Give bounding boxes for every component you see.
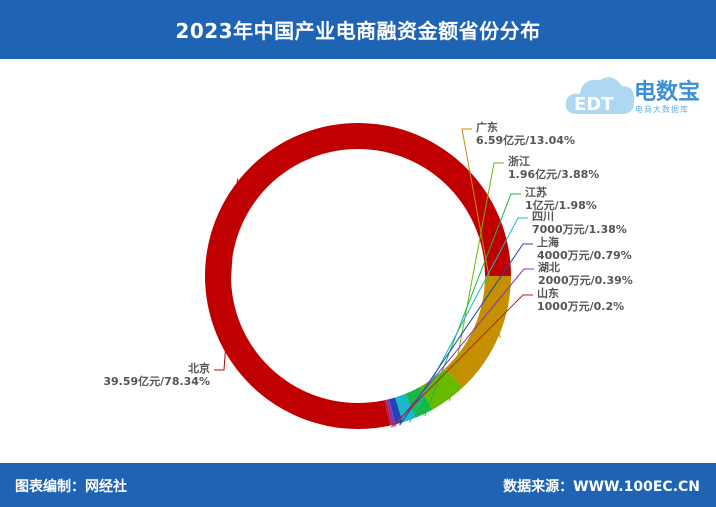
- slice-江苏: [405, 386, 433, 418]
- slice-label-value: 39.59亿元/78.34%: [103, 374, 210, 388]
- slice-label-name: 北京: [188, 361, 210, 375]
- slice-label-name: 湖北: [538, 260, 560, 274]
- leader-line-浙江: [448, 162, 504, 402]
- slice-label-value: 4000万元/0.79%: [537, 249, 632, 262]
- footer-credit: 图表编制：网经社: [15, 479, 127, 495]
- slice-label-name: 四川: [532, 210, 554, 223]
- slice-label-value: 6.59亿元/13.04%: [476, 133, 575, 147]
- leader-line-上海: [399, 243, 533, 426]
- footer: 图表编制：网经社 数据来源：WWW.100EC.CN: [0, 463, 716, 507]
- logo-cloud-icon: EDT: [565, 77, 635, 115]
- slice-label-name: 山东: [537, 286, 559, 300]
- slice-label-value: 1亿元/1.98%: [525, 198, 597, 212]
- leader-line-广东: [461, 128, 501, 338]
- slice-label-name: 浙江: [508, 154, 530, 168]
- slice-label-value: 1000万元/0.2%: [537, 300, 624, 313]
- slice-label-name: 江苏: [525, 185, 547, 199]
- slice-湖北: [386, 399, 396, 426]
- leader-line-江苏: [424, 193, 521, 417]
- slice-浙江: [419, 368, 463, 410]
- leader-line-山东: [390, 294, 533, 428]
- leader-line-北京: [214, 178, 239, 371]
- leader-line-湖北: [393, 268, 534, 428]
- logo-subtitle: 电商大数据库: [635, 105, 689, 114]
- chart-title: 2023年中国产业电商融资金额省份分布: [0, 0, 716, 59]
- logo-name: 电数宝: [634, 80, 701, 105]
- slice-label-name: 广东: [476, 120, 498, 134]
- slice-label-value: 1.96亿元/3.88%: [508, 167, 599, 181]
- slice-山东: [384, 399, 392, 426]
- leader-line-四川: [409, 217, 528, 423]
- slice-label-value: 2000万元/0.39%: [538, 274, 633, 287]
- slice-label-value: 7000万元/1.38%: [532, 223, 627, 236]
- slice-四川: [395, 393, 416, 423]
- donut-chart: 广东6.59亿元/13.04% 浙江1.96亿元/3.88% 江苏1亿元/1.98%…: [103, 120, 633, 429]
- donut-labels: 广东6.59亿元/13.04% 浙江1.96亿元/3.88% 江苏1亿元/1.98%…: [103, 120, 633, 428]
- slice-上海: [389, 397, 403, 425]
- footer-source: 数据来源：WWW.100EC.CN: [503, 479, 700, 495]
- donut-slices: [204, 123, 511, 429]
- slice-label-name: 上海: [537, 235, 559, 249]
- svg-text:EDT: EDT: [574, 94, 614, 115]
